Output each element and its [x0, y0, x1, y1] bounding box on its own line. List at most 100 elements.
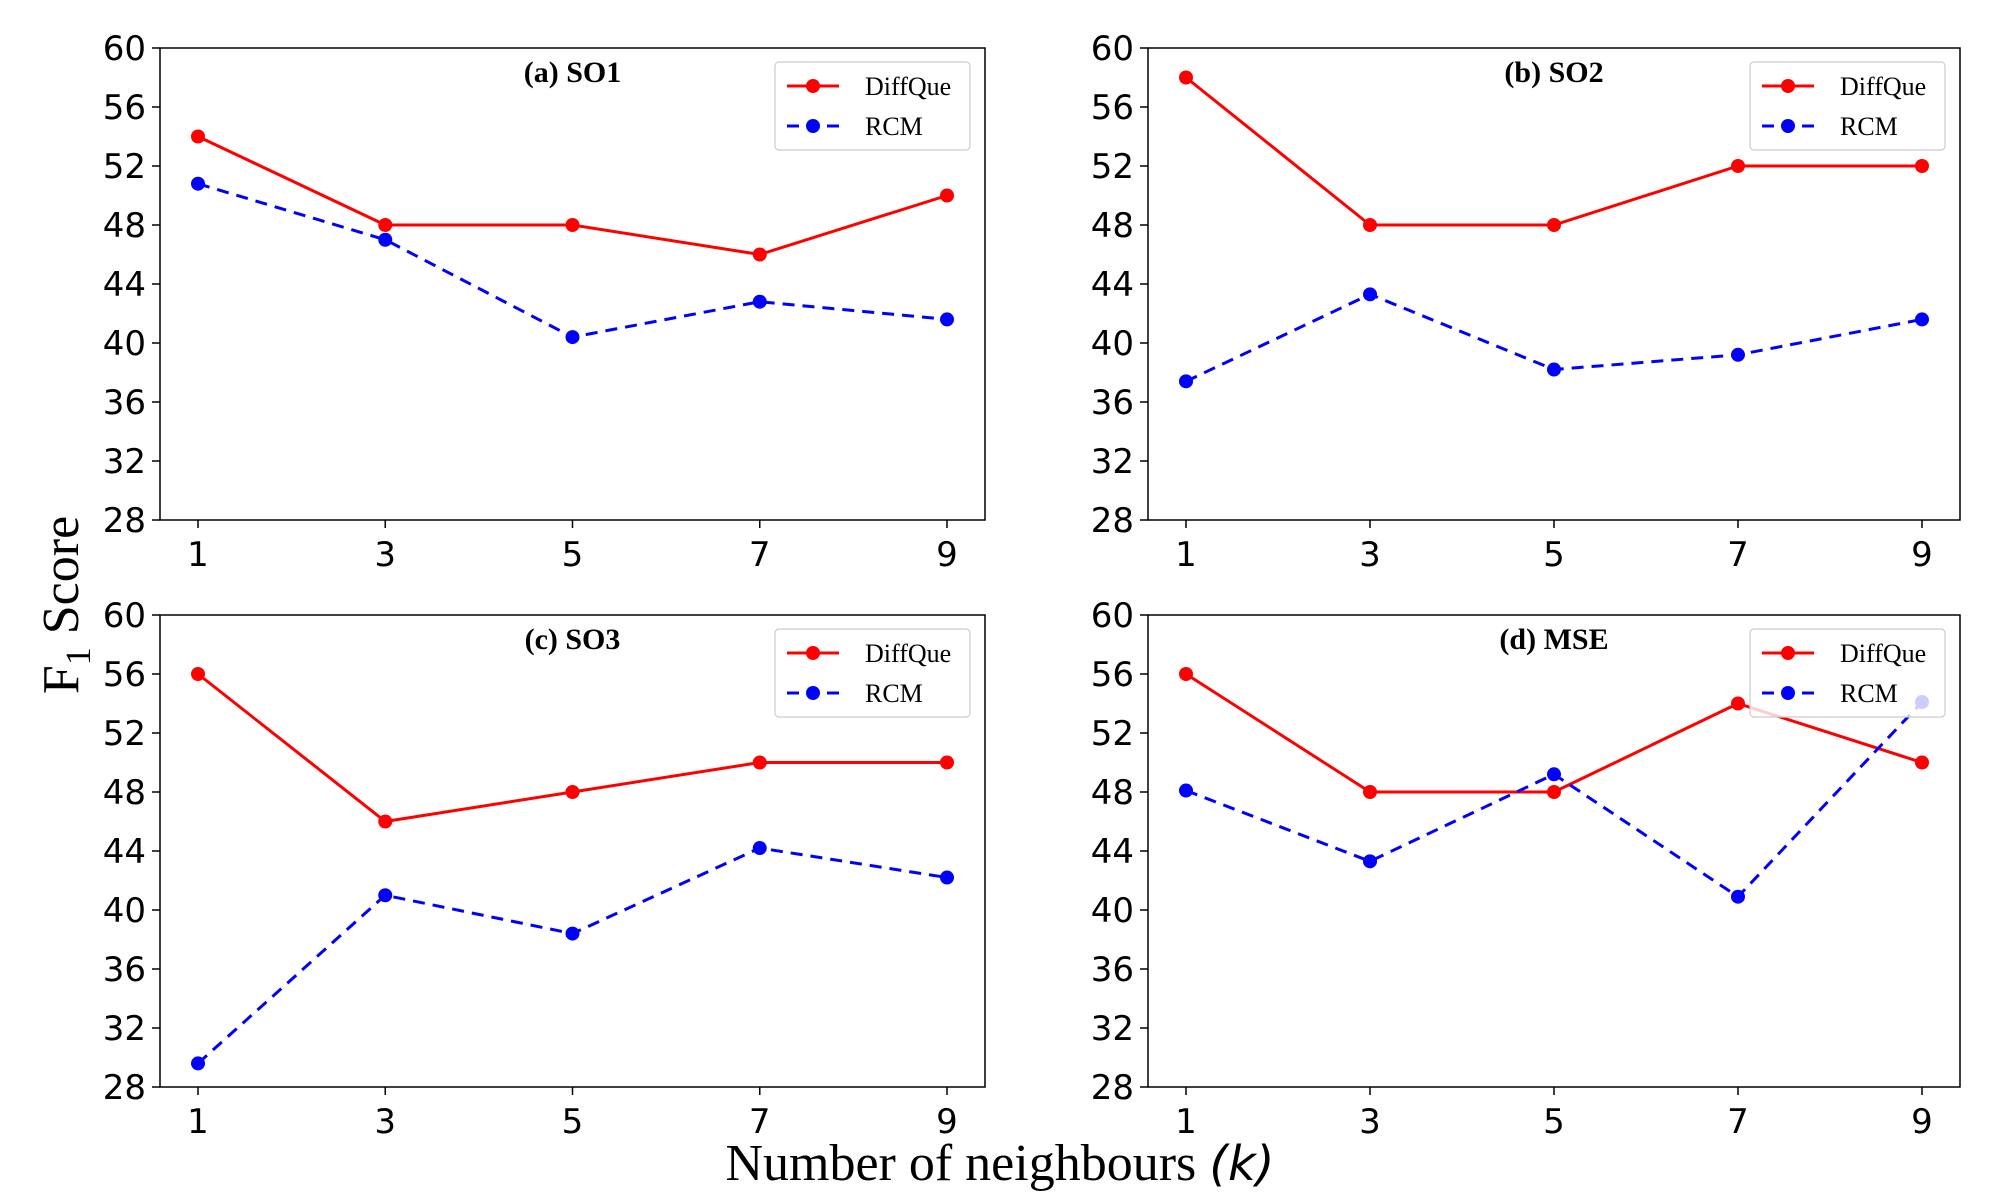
y-tick-label: 56	[103, 88, 146, 128]
legend-label-rcm: RCM	[1840, 112, 1898, 141]
legend-marker-diffque	[806, 79, 820, 93]
x-tick-label: 7	[1727, 535, 1749, 575]
data-point-rcm	[565, 926, 580, 941]
data-point-rcm	[1179, 374, 1193, 389]
x-tick-label: 3	[1359, 535, 1381, 575]
y-tick-label: 44	[103, 265, 146, 305]
y-tick-label: 32	[103, 442, 146, 482]
legend: DiffQue RCM	[774, 61, 971, 151]
data-point-rcm	[1363, 854, 1377, 869]
data-point-diffque	[565, 785, 580, 799]
y-tick-label: 56	[103, 655, 146, 695]
y-tick-label: 48	[1091, 773, 1134, 813]
y-tick-label: 40	[103, 324, 146, 364]
data-point-diffque	[752, 247, 767, 262]
x-tick-label: 5	[1543, 1102, 1565, 1142]
x-axis-label: Number of neighbours (k)	[725, 1135, 1274, 1192]
data-point-rcm	[1363, 287, 1377, 302]
data-point-diffque	[752, 755, 767, 770]
data-point-diffque	[1363, 785, 1377, 799]
y-tick-label: 52	[1091, 714, 1134, 754]
x-tick-label: 7	[749, 535, 771, 575]
y-tick-label: 48	[103, 206, 146, 246]
x-tick-label: 5	[1543, 535, 1565, 575]
series-line-rcm	[197, 182, 948, 339]
y-tick-label: 36	[1091, 383, 1134, 423]
y-tick-label: 28	[1091, 1068, 1134, 1108]
legend-marker-rcm	[806, 686, 820, 700]
data-point-rcm	[940, 312, 954, 327]
legend-marker-diffque	[1781, 646, 1795, 660]
y-tick-label: 60	[103, 29, 146, 69]
panel-title: (c) SO3	[525, 623, 621, 656]
legend-label-diffque: DiffQue	[865, 639, 951, 668]
y-tick-label: 28	[103, 1068, 146, 1108]
data-point-rcm	[1731, 889, 1745, 904]
y-tick-label: 40	[1091, 891, 1134, 931]
data-point-rcm	[1179, 783, 1193, 798]
y-axis-label-main: F	[33, 665, 90, 694]
chart-panel-2: 28 32 36 40 44 48 52 56 60 1 3 5 7 9 (b) SO2 DiffQue RCM	[1091, 29, 1961, 575]
chart-panel-4: 28 32 36 40 44 48 52 56 60 1 3 5 7 9 (d) MSE DiffQue RCM	[1091, 596, 1961, 1142]
x-tick-label: 3	[374, 535, 396, 575]
legend-label-diffque: DiffQue	[1840, 639, 1926, 668]
legend-box	[1749, 61, 1946, 151]
data-point-diffque	[1731, 696, 1745, 711]
x-tick-label: 3	[374, 1102, 396, 1142]
plot-frame	[1147, 47, 1961, 521]
data-point-rcm	[1547, 767, 1561, 782]
panel-title: (a) SO1	[524, 56, 622, 89]
legend-label-rcm: RCM	[1840, 679, 1898, 708]
series-line-rcm	[1185, 700, 1924, 899]
legend-label-rcm: RCM	[865, 112, 923, 141]
data-point-diffque	[1547, 218, 1561, 232]
data-point-diffque	[1363, 218, 1377, 232]
x-tick-label: 5	[562, 535, 584, 575]
data-point-diffque	[1915, 755, 1929, 770]
y-tick-label: 44	[1091, 832, 1134, 872]
x-tick-label: 3	[1359, 1102, 1381, 1142]
data-point-rcm	[565, 330, 580, 345]
data-point-rcm	[1547, 362, 1561, 377]
plot-frame	[159, 614, 986, 1088]
x-tick-label: 1	[1175, 535, 1197, 575]
legend-label-rcm: RCM	[865, 679, 923, 708]
data-point-rcm	[1915, 312, 1929, 327]
chart-panel-3: 28 32 36 40 44 48 52 56 60 1 3 5 7 9 (c) SO3 DiffQue RCM	[103, 596, 986, 1142]
x-tick-label: 9	[936, 1102, 958, 1142]
legend-marker-diffque	[1781, 79, 1795, 93]
data-point-diffque	[1179, 70, 1193, 85]
y-tick-label: 60	[103, 596, 146, 636]
data-point-diffque	[1547, 785, 1561, 799]
x-tick-label: 7	[749, 1102, 771, 1142]
legend: DiffQue RCM	[1749, 61, 1946, 151]
y-tick-label: 60	[1091, 596, 1134, 636]
y-axis-label-rest: Score	[33, 516, 90, 647]
y-axis-label-subscript: 1	[58, 647, 98, 665]
legend: DiffQue RCM	[774, 628, 971, 718]
plot-frame	[159, 47, 986, 521]
x-axis-label-close-paren: )	[1253, 1136, 1275, 1192]
x-tick-label: 9	[1911, 1102, 1933, 1142]
data-point-rcm	[940, 870, 954, 885]
panels: 28 32 36 40 44 48 52 56 60 1 3 5 7 9 (a) SO1 DiffQue RCM…	[103, 29, 1961, 1142]
data-point-rcm	[1731, 347, 1745, 362]
data-point-diffque	[191, 667, 205, 681]
x-tick-label: 9	[1911, 535, 1933, 575]
series-line-diffque	[197, 135, 948, 257]
legend-marker-rcm	[806, 119, 820, 133]
data-point-diffque	[378, 218, 393, 232]
data-point-rcm	[378, 232, 393, 247]
data-point-diffque	[191, 129, 205, 144]
y-tick-label: 60	[1091, 29, 1134, 69]
y-tick-label: 32	[1091, 1009, 1134, 1049]
x-tick-label: 7	[1727, 1102, 1749, 1142]
data-point-rcm	[752, 294, 767, 309]
y-tick-label: 56	[1091, 88, 1134, 128]
x-axis-label-text: Number of neighbours	[725, 1135, 1209, 1192]
x-tick-label: 5	[562, 1102, 584, 1142]
y-tick-label: 44	[1091, 265, 1134, 305]
x-axis-label-variable: k	[1228, 1136, 1258, 1192]
legend-marker-rcm	[1781, 119, 1795, 133]
x-tick-label: 1	[1175, 1102, 1197, 1142]
